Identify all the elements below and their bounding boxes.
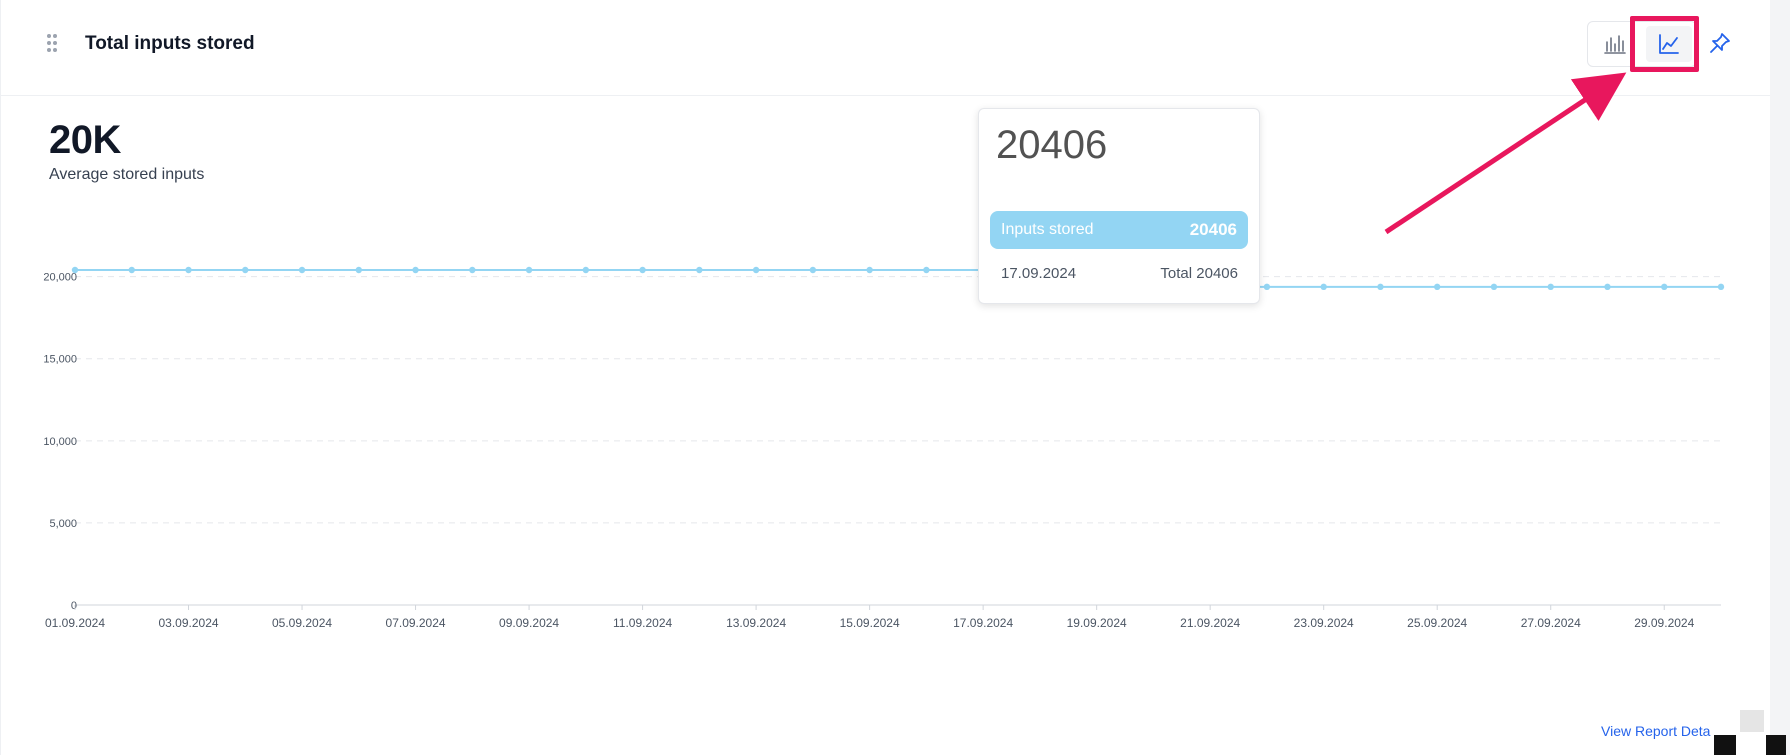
- data-point: [355, 266, 362, 274]
- x-tick-label: 29.09.2024: [1634, 616, 1694, 630]
- tooltip-series-band: Inputs stored 20406: [990, 211, 1248, 249]
- data-point: [525, 266, 533, 274]
- x-tick-label: 17.09.2024: [953, 616, 1013, 630]
- x-tick-label: 03.09.2024: [158, 616, 218, 630]
- data-point: [412, 266, 419, 274]
- data-point: [752, 266, 760, 274]
- data-point: [242, 266, 249, 274]
- y-tick-label: 20,000: [43, 272, 77, 284]
- data-point: [1263, 283, 1271, 291]
- data-point: [1320, 283, 1327, 291]
- line-chart[interactable]: 0 5,000 10,000 15,000 20,000 01.09.2024 03.09.…: [1, 260, 1771, 640]
- tooltip-series-value: 20406: [1189, 220, 1237, 239]
- data-point: [1547, 283, 1554, 291]
- data-point: [582, 266, 590, 274]
- highlight-annotation-box: [1630, 16, 1699, 72]
- x-tick-label: 23.09.2024: [1294, 616, 1354, 630]
- data-point: [469, 266, 476, 274]
- tooltip-date: 17.09.2024: [1001, 265, 1077, 282]
- chart-type-toggle: [1587, 21, 1697, 67]
- x-tick-label: 21.09.2024: [1180, 616, 1240, 630]
- x-tick-label: 07.09.2024: [386, 616, 446, 630]
- y-tick-label: 10,000: [43, 436, 77, 448]
- data-point: [1661, 283, 1668, 291]
- card-title: Total inputs stored: [85, 33, 255, 54]
- data-point: [866, 266, 873, 274]
- corner-block-2: [1766, 735, 1786, 755]
- view-report-link[interactable]: View Report Deta: [1601, 723, 1711, 739]
- y-tick-label: 5,000: [49, 518, 77, 530]
- data-point: [696, 266, 703, 274]
- corner-block-1: [1714, 735, 1736, 755]
- data-point: [71, 266, 79, 274]
- y-tick-label: 0: [71, 600, 77, 612]
- line-chart-button[interactable]: [1646, 26, 1692, 62]
- tooltip-series-label: Inputs stored: [1001, 221, 1094, 238]
- tooltip-headline: 20406: [996, 123, 1108, 167]
- pin-button[interactable]: [1707, 30, 1733, 56]
- kpi-value: 20K: [49, 118, 121, 162]
- chart-tooltip: 20406 Inputs stored 20406 17.09.2024 Tot…: [978, 108, 1260, 304]
- bar-chart-icon: [1604, 35, 1626, 54]
- drag-handle-icon[interactable]: [45, 34, 59, 54]
- corner-block-3: [1740, 710, 1764, 732]
- y-tick-label: 15,000: [43, 354, 77, 366]
- x-tick-label: 15.09.2024: [840, 616, 900, 630]
- data-point: [1377, 283, 1384, 291]
- data-point: [1490, 283, 1498, 291]
- data-point: [185, 266, 192, 274]
- x-tick-label: 05.09.2024: [272, 616, 332, 630]
- kpi-label: Average stored inputs: [49, 166, 205, 183]
- data-point: [1434, 283, 1441, 291]
- tooltip-total: Total 20406: [1160, 265, 1238, 282]
- data-point: [1604, 283, 1611, 291]
- series-line: [74, 269, 1721, 288]
- x-tick-label: 09.09.2024: [499, 616, 559, 630]
- x-tick-label: 11.09.2024: [613, 616, 672, 630]
- data-point: [923, 266, 930, 274]
- data-point: [1717, 283, 1725, 291]
- x-tick-label: 19.09.2024: [1067, 616, 1127, 630]
- data-point: [639, 266, 646, 274]
- x-tick-label: 25.09.2024: [1407, 616, 1467, 630]
- x-tick-label: 01.09.2024: [45, 616, 105, 630]
- x-tick-label: 27.09.2024: [1521, 616, 1581, 630]
- data-point: [298, 266, 306, 274]
- data-point: [809, 266, 817, 274]
- bar-chart-button[interactable]: [1592, 26, 1638, 62]
- x-tick-label: 13.09.2024: [726, 616, 786, 630]
- line-chart-icon: [1659, 34, 1679, 54]
- pin-icon: [1710, 33, 1730, 53]
- card-header: Total inputs stored: [1, 0, 1771, 96]
- scrollbar-track[interactable]: [1770, 0, 1790, 755]
- data-point: [128, 266, 135, 274]
